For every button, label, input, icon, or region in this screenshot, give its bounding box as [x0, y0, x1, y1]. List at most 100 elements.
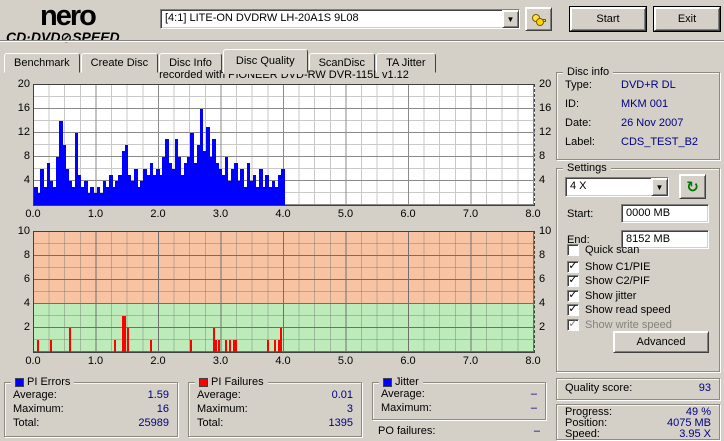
advanced-button[interactable]: Advanced: [613, 331, 709, 353]
stat-row: Total: 25989: [13, 417, 169, 429]
pi-errors-data-bar: [74, 133, 79, 205]
checkbox-label: Show C2/PIF: [585, 274, 650, 287]
eject-keys-button[interactable]: [525, 7, 552, 31]
pi-errors-data-bar: [277, 175, 282, 205]
jitter-legend: Jitter: [379, 376, 423, 388]
start-position-input[interactable]: [622, 205, 708, 221]
end-position-field[interactable]: [621, 230, 709, 249]
tab-disc-quality[interactable]: Disc Quality: [222, 49, 308, 73]
x-tick-label: 0.0: [25, 208, 41, 220]
end-position-input[interactable]: [622, 231, 708, 247]
checkbox-show-c2-pif[interactable]: ✓ Show C2/PIF: [567, 274, 650, 287]
tab-ta-jitter[interactable]: TA Jitter: [376, 53, 436, 73]
x-tick-label: 4.0: [275, 355, 291, 367]
pi-failures-data-bar: [124, 316, 126, 352]
pi-errors-data-bar: [146, 175, 151, 205]
tab-create-disc[interactable]: Create Disc: [80, 53, 159, 73]
disc-info-value: CDS_TEST_B2: [621, 136, 699, 148]
x-tick-label: 0.0: [25, 355, 41, 367]
pi-errors-data-bar: [121, 151, 126, 205]
checkbox-box[interactable]: ✓: [567, 273, 579, 287]
scan-speed-arrow-button[interactable]: ▼: [651, 178, 668, 196]
pi-failures-data-bar: [114, 340, 116, 352]
header-divider: [0, 40, 724, 42]
pi-errors-data-bar: [187, 157, 191, 205]
checkbox-quick-scan[interactable]: Quick scan: [567, 243, 639, 256]
disc-info-value: DVD+R DL: [621, 79, 676, 91]
tab-scandisc[interactable]: ScanDisc: [308, 53, 376, 73]
progress-row: Position: 4075 MB: [565, 417, 711, 429]
disc-icon: ⊘: [60, 29, 73, 45]
pi-errors-data-bar: [174, 139, 179, 205]
pi-errors-data-bar: [230, 169, 235, 205]
pi-errors-data-bar: [49, 181, 54, 205]
pi-errors-data-bar: [93, 193, 97, 205]
refresh-button[interactable]: ↻: [679, 174, 706, 199]
checkbox-box[interactable]: ✓: [567, 288, 579, 302]
pi-errors-data-bar: [212, 139, 216, 205]
x-tick-label: 4.0: [275, 208, 291, 220]
y-tick-label: 4: [539, 174, 546, 186]
tab-disc-info[interactable]: Disc Info: [159, 53, 222, 73]
jitter-stats-box: Jitter Average: – Maximum: –: [372, 376, 546, 420]
x-tick-label: 2.0: [150, 208, 166, 220]
start-position-field[interactable]: [621, 204, 709, 223]
pi-errors-data-bar: [80, 187, 85, 205]
x-tick-label: 8.0: [525, 208, 541, 220]
pi-errors-data-bar: [34, 187, 38, 205]
scan-speed-select[interactable]: 4 X ▼: [565, 177, 669, 197]
drive-select[interactable]: [4:1] LITE-ON DVDRW LH-20A1S 9L08 ▼: [160, 9, 520, 29]
drive-select-arrow-button[interactable]: ▼: [502, 10, 519, 28]
y-tick-label: 4: [23, 297, 30, 309]
pi-failures-data-bar: [232, 340, 235, 352]
checkbox-show-c1-pie[interactable]: ✓ Show C1/PIE: [567, 260, 650, 273]
pi-errors-data-bar: [149, 163, 154, 205]
y-tick-label: 10: [17, 225, 30, 237]
pi-errors-data-bar: [190, 133, 194, 205]
pi-failures-data-bar: [150, 340, 153, 352]
pi-errors-data-bar: [71, 187, 76, 205]
pi-errors-data-bar: [52, 187, 57, 205]
pi-errors-data-bar: [255, 187, 260, 205]
pi-errors-data-bar: [99, 193, 104, 205]
pi-errors-data-bar: [77, 175, 82, 205]
pi-errors-data-bar: [162, 157, 166, 205]
pi-failures-data-bar: [69, 328, 71, 352]
start-button[interactable]: Start: [570, 7, 646, 31]
chevron-down-icon: ▼: [655, 182, 664, 192]
pi-errors-data-bar: [137, 187, 141, 205]
y-tick-label: 16: [17, 102, 30, 114]
pi-errors-data-bar: [249, 181, 254, 205]
checkbox-box[interactable]: [567, 243, 579, 256]
pi-failures-stats-box: PI Failures Average: 0.01 Maximum: 3 Total…: [188, 376, 362, 437]
y-tick-label: 12: [17, 126, 30, 138]
pi-errors-data-bar: [115, 181, 119, 205]
x-tick-label: 2.0: [150, 355, 166, 367]
pi-failures-data-bar: [277, 340, 280, 352]
x-tick-label: 3.0: [212, 208, 229, 220]
checkbox-show-jitter[interactable]: ✓ Show jitter: [567, 289, 636, 302]
checkbox-show-read-speed[interactable]: ✓ Show read speed: [567, 303, 671, 316]
logo-nero-text: nero: [40, 0, 97, 32]
checkbox-box[interactable]: ✓: [567, 317, 579, 331]
pi-errors-data-bar: [168, 163, 172, 205]
pi-failures-data-bar: [50, 340, 53, 352]
pi-errors-data-bar: [215, 163, 219, 205]
pi-errors-data-bar: [140, 181, 144, 205]
checkbox-box[interactable]: ✓: [567, 259, 579, 273]
stat-row: Average: 1.59: [13, 389, 169, 401]
pi-errors-legend: PI Errors: [11, 376, 75, 388]
pi-errors-data-bar: [246, 163, 251, 205]
pi-failures-data-bar: [215, 340, 218, 352]
exit-button[interactable]: Exit: [654, 7, 720, 31]
checkbox-box[interactable]: ✓: [567, 302, 579, 316]
pi-errors-data-bar: [243, 187, 247, 205]
checkbox-show-write-speed[interactable]: ✓ Show write speed: [567, 318, 672, 331]
checkbox-label: Quick scan: [585, 243, 640, 256]
quality-score-row: Quality score: 93: [565, 382, 711, 394]
pi-failures-data-bar: [234, 340, 237, 352]
tab-benchmark[interactable]: Benchmark: [4, 53, 80, 73]
stat-row: Average: –: [381, 388, 537, 400]
pi-failures-chart: [33, 231, 535, 353]
